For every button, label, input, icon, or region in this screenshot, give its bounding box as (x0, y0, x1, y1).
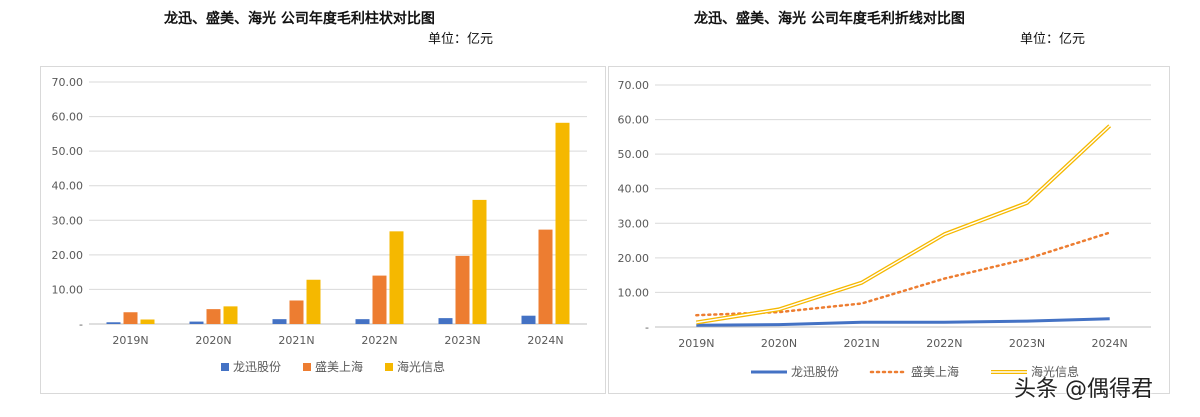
y-tick-label: 30.00 (52, 214, 84, 227)
x-tick-label: 2022N (361, 334, 397, 347)
x-tick-label: 2019N (678, 337, 714, 350)
x-tick-label: 2020N (761, 337, 797, 350)
y-tick-label: 10.00 (52, 283, 84, 296)
bar (189, 321, 204, 324)
watermark: 头条 @偶得君 (1014, 377, 1153, 402)
bar (355, 319, 370, 324)
bar (289, 300, 304, 324)
line-chart: - 10.00 20.00 30.00 40.00 50.00 60.00 70.00 2019… (618, 79, 1151, 379)
y-tick-label: 50.00 (618, 148, 650, 161)
bar (555, 122, 570, 324)
y-tick-label: 60.00 (52, 111, 84, 124)
legend-label: 盛美上海 (315, 359, 363, 374)
y-tick-label: 30.00 (618, 217, 650, 230)
bar-chart-panel: - 10.00 20.00 30.00 40.00 50.00 60.00 70.00 2019… (40, 66, 606, 394)
series-line (695, 231, 1111, 317)
y-tick-label: 40.00 (52, 180, 84, 193)
bar (272, 319, 287, 324)
bar (455, 255, 470, 324)
bar (306, 279, 321, 324)
y-tick-label: 70.00 (52, 76, 84, 89)
legend-label: 龙迅股份 (233, 360, 281, 374)
bar (389, 231, 404, 324)
legend-label: 海光信息 (397, 359, 445, 374)
bar-chart-unit: 单位：亿元 (428, 32, 494, 47)
bar (521, 315, 536, 324)
line-chart-title: 龙迅、盛美、海光 公司年度毛利折线对比图 (694, 11, 965, 27)
x-tick-label: 2023N (1009, 337, 1045, 350)
legend-label: 龙迅股份 (791, 365, 839, 379)
y-tick-label: 10.00 (618, 286, 650, 299)
x-tick-label: 2023N (444, 334, 480, 347)
legend-swatch (303, 363, 311, 371)
x-tick-label: 2024N (1092, 337, 1128, 350)
legend-label: 海光信息 (1031, 364, 1079, 379)
x-tick-label: 2022N (926, 337, 962, 350)
bar (223, 306, 238, 324)
y-tick-label: - (645, 321, 649, 334)
bar (472, 199, 487, 324)
bar (106, 322, 121, 324)
y-tick-label: 20.00 (52, 249, 84, 262)
legend-label: 盛美上海 (911, 364, 959, 379)
y-tick-label: 20.00 (618, 252, 650, 265)
y-tick-label: 60.00 (618, 114, 650, 127)
y-tick-label: - (79, 318, 83, 331)
x-tick-label: 2024N (527, 334, 563, 347)
bar (372, 275, 387, 324)
bar (538, 229, 553, 324)
x-tick-label: 2020N (195, 334, 231, 347)
line-chart-panel: - 10.00 20.00 30.00 40.00 50.00 60.00 70.00 2019… (608, 66, 1170, 394)
bar-chart: - 10.00 20.00 30.00 40.00 50.00 60.00 70.00 2019… (52, 76, 587, 374)
legend-swatch (221, 363, 229, 371)
x-tick-label: 2021N (278, 334, 314, 347)
y-tick-label: 50.00 (52, 145, 84, 158)
bar-chart-title: 龙迅、盛美、海光 公司年度毛利柱状对比图 (164, 11, 435, 27)
bar (123, 312, 138, 324)
y-tick-label: 40.00 (618, 183, 650, 196)
bar (140, 319, 155, 324)
y-tick-label: 70.00 (618, 79, 650, 92)
legend-swatch (385, 363, 393, 371)
bar (438, 318, 453, 324)
series-line-inner (696, 125, 1111, 324)
bar (206, 309, 221, 324)
series-line (696, 317, 1110, 327)
series-line (695, 124, 1112, 325)
line-chart-unit: 单位：亿元 (1020, 32, 1086, 47)
x-tick-label: 2019N (112, 334, 148, 347)
x-tick-label: 2021N (844, 337, 880, 350)
